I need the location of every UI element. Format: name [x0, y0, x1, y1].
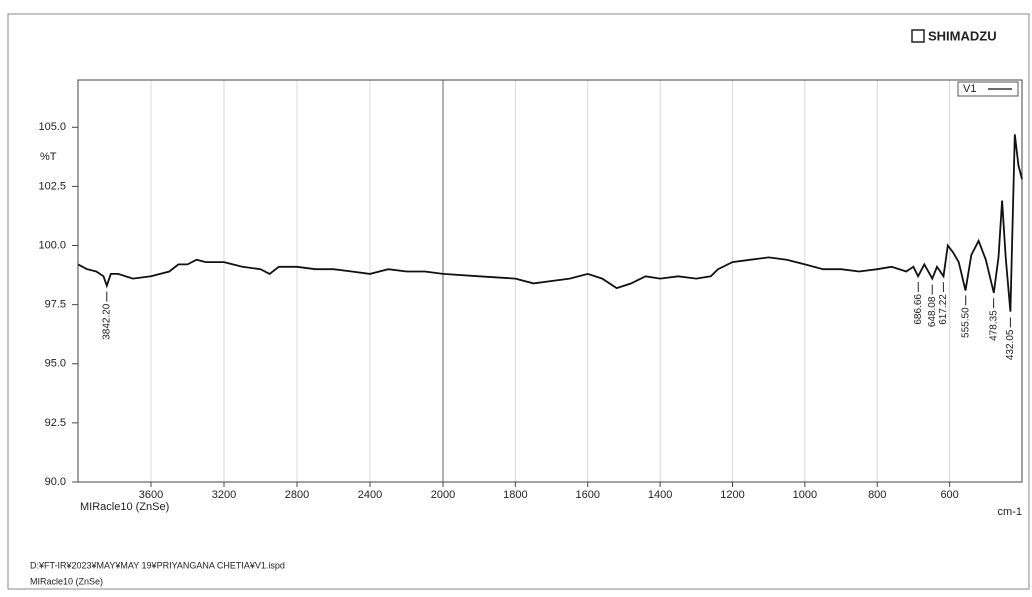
peak-label: 478.35 — [988, 310, 999, 341]
x-tick-label: 2800 — [285, 489, 309, 501]
frame — [7, 13, 1030, 590]
brand-logo — [911, 29, 925, 43]
x-tick-label: 1000 — [793, 489, 817, 501]
footer-path: D:¥FT-IR¥2023¥MAY¥MAY 19¥PRIYANGANA CHET… — [30, 560, 285, 570]
x-tick-label: 1600 — [576, 489, 600, 501]
peak-label: 617.22 — [938, 294, 949, 325]
y-tick-label: 105.0 — [38, 121, 66, 133]
x-tick-label: 2000 — [431, 489, 455, 501]
y-tick-label: 95.0 — [45, 358, 66, 370]
legend-label: V1 — [963, 83, 976, 95]
brand: SHIMADZU — [928, 28, 997, 43]
x-tick-label: 3600 — [139, 489, 163, 501]
peak-label: 555.50 — [960, 307, 971, 338]
spectrum-line — [77, 134, 1023, 312]
plot-border — [77, 79, 1023, 483]
y-tick-label: 102.5 — [38, 180, 66, 192]
peak-label: 432.05 — [1005, 329, 1016, 360]
accessory-label: MIRacle10 (ZnSe) — [80, 501, 169, 513]
y-axis-label: %T — [40, 151, 57, 163]
peak-label: 3842.20 — [101, 303, 112, 340]
footer-accessory: MIRacle10 (ZnSe) — [30, 576, 103, 586]
peak-label: 648.08 — [927, 296, 938, 327]
y-tick-label: 92.5 — [45, 417, 66, 429]
y-tick-label: 100.0 — [38, 239, 66, 251]
y-tick-label: 90.0 — [45, 476, 66, 488]
y-tick-label: 97.5 — [45, 299, 66, 311]
peak-label: 686.66 — [913, 294, 924, 325]
x-tick-label: 1800 — [503, 489, 527, 501]
x-axis-label: cm-1 — [998, 506, 1022, 518]
x-tick-label: 3200 — [212, 489, 236, 501]
x-tick-label: 1200 — [720, 489, 744, 501]
x-tick-label: 800 — [868, 489, 886, 501]
x-tick-label: 1400 — [648, 489, 672, 501]
x-tick-label: 2400 — [358, 489, 382, 501]
x-tick-label: 600 — [940, 489, 958, 501]
